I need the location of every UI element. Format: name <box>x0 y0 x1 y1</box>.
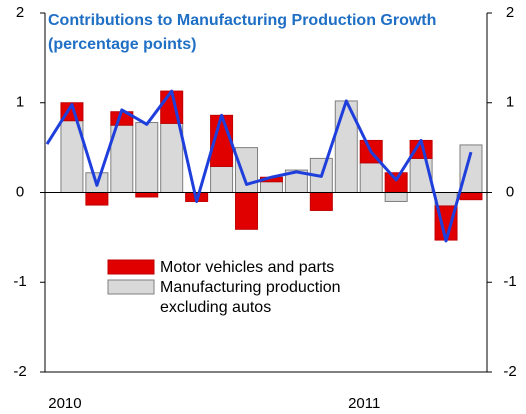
bar <box>85 192 109 206</box>
total-line <box>45 89 473 243</box>
legend-swatch <box>107 259 155 275</box>
legend-label: Manufacturing production excluding autos <box>160 279 341 316</box>
x-tick-label: 2011 <box>348 395 380 412</box>
bar <box>135 192 159 198</box>
y-tick-label: -1 <box>13 273 26 290</box>
bar <box>135 121 159 193</box>
bar <box>309 192 333 211</box>
x-tick-label: 2010 <box>48 395 81 412</box>
y2-tick-label: 1 <box>506 94 514 111</box>
legend-swatch <box>107 279 155 295</box>
bar <box>384 172 408 194</box>
y2-tick-label: 2 <box>506 4 514 21</box>
bar <box>160 122 184 193</box>
bar <box>210 165 234 194</box>
y2-tick-label: -1 <box>503 273 516 290</box>
chart-title: Contributions to Manufacturing Productio… <box>48 12 437 53</box>
legend-label: Motor vehicles and parts <box>160 259 335 276</box>
y-tick-label: 1 <box>16 94 24 111</box>
bar <box>235 192 259 230</box>
bar <box>459 144 483 193</box>
bar <box>60 102 84 122</box>
bar <box>359 162 383 194</box>
y2-tick-label: -2 <box>503 363 516 380</box>
bar <box>259 181 283 193</box>
y2-tick-label: 0 <box>506 183 514 200</box>
y-tick-label: -2 <box>13 363 26 380</box>
bar <box>459 192 483 201</box>
y-tick-label: 0 <box>16 183 24 200</box>
bar <box>384 192 408 202</box>
y-tick-label: 2 <box>16 4 24 21</box>
